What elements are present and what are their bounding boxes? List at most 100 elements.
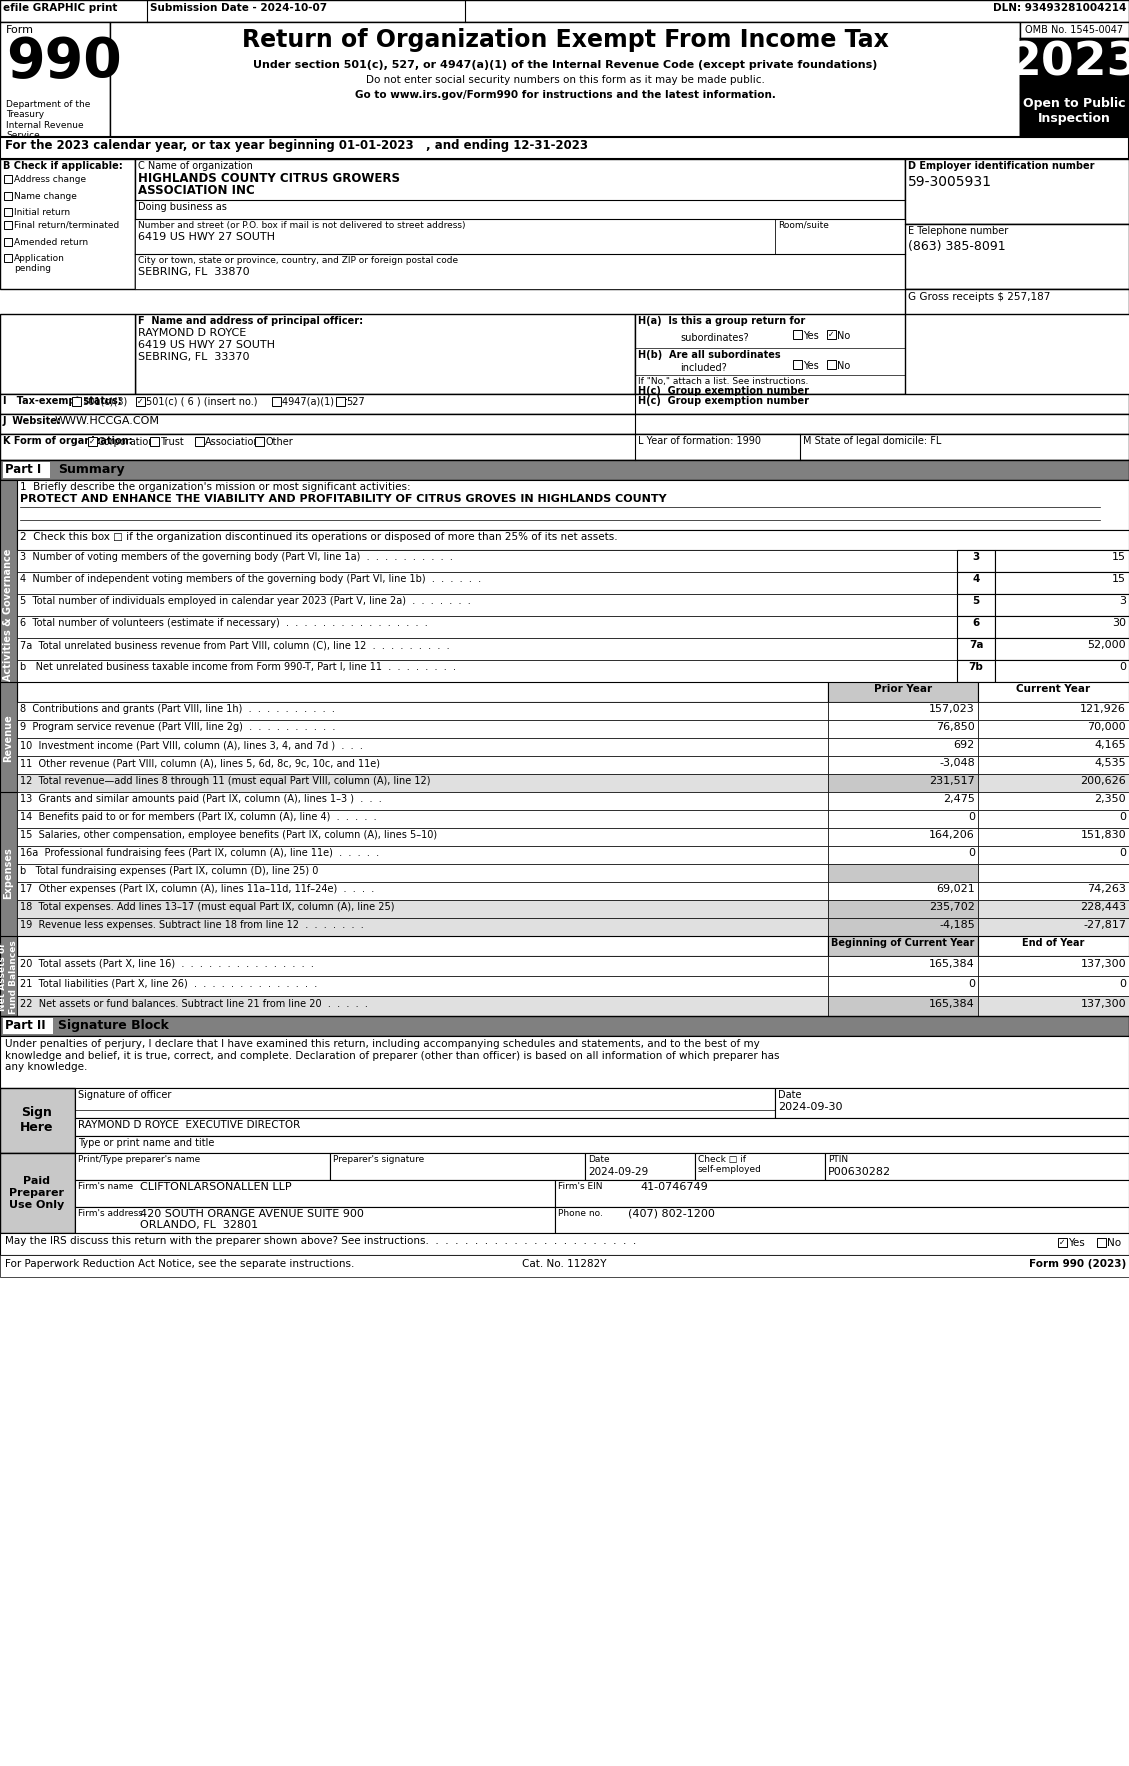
Text: F  Name and address of principal officer:: F Name and address of principal officer: <box>138 316 364 327</box>
Text: May the IRS discuss this return with the preparer shown above? See instructions.: May the IRS discuss this return with the… <box>5 1236 637 1247</box>
Bar <box>0 159 135 290</box>
Text: Other: Other <box>265 436 292 447</box>
Text: ✓: ✓ <box>138 397 143 406</box>
Text: D Employer identification number: D Employer identification number <box>908 161 1094 171</box>
Text: 7a: 7a <box>969 639 983 650</box>
Text: C Name of organization: C Name of organization <box>138 161 253 171</box>
Bar <box>0 1015 1129 1037</box>
Text: ASSOCIATION INC: ASSOCIATION INC <box>138 184 255 198</box>
Bar <box>17 660 957 682</box>
Text: No: No <box>837 360 850 371</box>
Text: K Form of organization:: K Form of organization: <box>3 436 132 447</box>
Text: 15  Salaries, other compensation, employee benefits (Part IX, column (A), lines : 15 Salaries, other compensation, employe… <box>20 830 437 841</box>
Bar <box>995 638 1129 660</box>
Text: Print/Type preparer's name: Print/Type preparer's name <box>78 1155 200 1164</box>
Text: 13  Grants and similar amounts paid (Part IX, column (A), lines 1–3 )  .  .  .: 13 Grants and similar amounts paid (Part… <box>20 795 382 804</box>
Bar <box>978 977 1129 996</box>
Bar <box>957 638 995 660</box>
Bar <box>978 936 1129 955</box>
Text: E Telephone number: E Telephone number <box>908 226 1008 237</box>
Bar <box>3 1017 53 1035</box>
Bar <box>135 397 145 406</box>
Bar <box>17 549 957 572</box>
Bar <box>135 159 905 290</box>
Text: OMB No. 1545-0047: OMB No. 1545-0047 <box>1025 25 1123 35</box>
Bar <box>0 480 17 751</box>
Bar <box>0 1088 75 1153</box>
Text: Amended return: Amended return <box>14 238 88 247</box>
Text: 15: 15 <box>1112 574 1126 585</box>
Text: 157,023: 157,023 <box>929 705 975 713</box>
Bar <box>75 1136 1129 1153</box>
Bar <box>828 901 978 918</box>
Bar <box>0 434 1129 459</box>
Bar <box>17 530 1129 549</box>
Text: Yes: Yes <box>803 360 819 371</box>
Bar <box>5 254 12 261</box>
Bar <box>634 314 905 394</box>
Text: Name change: Name change <box>14 192 77 201</box>
Bar <box>17 846 828 864</box>
Bar <box>905 159 1129 224</box>
Text: 7b: 7b <box>969 662 983 673</box>
Text: 19  Revenue less expenses. Subtract line 18 from line 12  .  .  .  .  .  .  .: 19 Revenue less expenses. Subtract line … <box>20 920 364 931</box>
Bar <box>72 397 81 406</box>
Bar <box>828 738 978 756</box>
Text: H(a)  Is this a group return for: H(a) Is this a group return for <box>638 316 805 327</box>
Bar <box>995 549 1129 572</box>
Bar <box>995 572 1129 593</box>
Bar <box>828 774 978 791</box>
Text: 235,702: 235,702 <box>929 902 975 911</box>
Text: Type or print name and title: Type or print name and title <box>78 1137 215 1148</box>
Text: b   Net unrelated business taxable income from Form 990-T, Part I, line 11  .  .: b Net unrelated business taxable income … <box>20 662 456 673</box>
Bar <box>978 738 1129 756</box>
Text: RAYMOND D ROYCE: RAYMOND D ROYCE <box>138 328 246 337</box>
Bar <box>793 330 802 339</box>
Text: Under section 501(c), 527, or 4947(a)(1) of the Internal Revenue Code (except pr: Under section 501(c), 527, or 4947(a)(1)… <box>253 60 877 71</box>
Text: Sign
Here: Sign Here <box>20 1106 54 1134</box>
Bar <box>995 593 1129 616</box>
Bar <box>17 593 957 616</box>
Text: Current Year: Current Year <box>1016 683 1091 694</box>
Text: 4,165: 4,165 <box>1094 740 1126 751</box>
Text: 20  Total assets (Part X, line 16)  .  .  .  .  .  .  .  .  .  .  .  .  .  .  .: 20 Total assets (Part X, line 16) . . . … <box>20 959 314 970</box>
Bar <box>0 480 1129 530</box>
Bar <box>17 616 957 638</box>
Bar <box>978 811 1129 828</box>
Bar <box>978 918 1129 936</box>
Bar <box>828 996 978 1015</box>
Text: 6  Total number of volunteers (estimate if necessary)  .  .  .  .  .  .  .  .  .: 6 Total number of volunteers (estimate i… <box>20 618 428 629</box>
Text: Paid
Preparer
Use Only: Paid Preparer Use Only <box>9 1176 64 1210</box>
Bar <box>957 572 995 593</box>
Text: 4  Number of independent voting members of the governing body (Part VI, line 1b): 4 Number of independent voting members o… <box>20 574 481 585</box>
Bar <box>825 1153 1129 1180</box>
Bar <box>978 774 1129 791</box>
Bar <box>978 996 1129 1015</box>
Bar <box>828 756 978 774</box>
Bar <box>17 918 828 936</box>
Text: Room/suite: Room/suite <box>778 221 829 230</box>
Text: 2023: 2023 <box>1008 41 1129 85</box>
Text: No: No <box>837 330 850 341</box>
Bar <box>828 918 978 936</box>
Bar <box>1058 1238 1067 1247</box>
Text: 0: 0 <box>968 848 975 858</box>
Bar <box>336 397 345 406</box>
Text: Beginning of Current Year: Beginning of Current Year <box>831 938 974 948</box>
Text: 164,206: 164,206 <box>929 830 975 841</box>
Text: 0: 0 <box>1119 812 1126 821</box>
Bar <box>75 1153 330 1180</box>
Bar <box>585 1153 695 1180</box>
Bar <box>774 1088 1129 1118</box>
Text: 4: 4 <box>972 574 980 585</box>
Bar <box>905 290 1129 314</box>
Text: 3: 3 <box>972 553 980 562</box>
Text: Activities & Governance: Activities & Governance <box>3 549 14 682</box>
Text: Return of Organization Exempt From Income Tax: Return of Organization Exempt From Incom… <box>242 28 889 51</box>
Bar <box>0 1153 75 1233</box>
Bar <box>0 791 17 954</box>
Text: B Check if applicable:: B Check if applicable: <box>3 161 123 171</box>
Bar <box>1097 1238 1106 1247</box>
Text: Go to www.irs.gov/Form990 for instructions and the latest information.: Go to www.irs.gov/Form990 for instructio… <box>355 90 776 101</box>
Text: 137,300: 137,300 <box>1080 1000 1126 1008</box>
